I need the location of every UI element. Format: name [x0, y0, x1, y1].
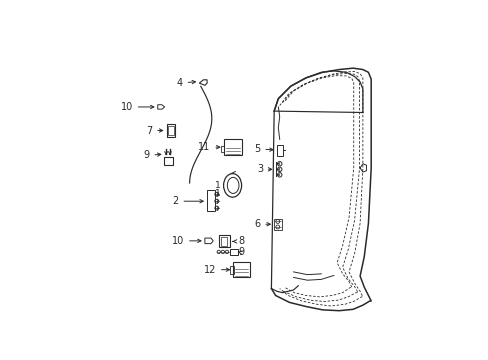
Text: 4: 4	[176, 78, 195, 88]
Text: 9: 9	[238, 247, 244, 257]
Bar	[220, 237, 227, 246]
Text: 3: 3	[256, 164, 271, 174]
Text: 1: 1	[215, 181, 220, 190]
Bar	[219, 235, 229, 247]
Bar	[207, 190, 214, 211]
Text: 10: 10	[121, 102, 154, 112]
Bar	[233, 262, 249, 278]
Bar	[229, 266, 233, 274]
Text: 2: 2	[172, 196, 203, 206]
Text: 6: 6	[254, 219, 270, 229]
Text: 10: 10	[171, 236, 201, 246]
Text: 9: 9	[143, 150, 161, 161]
Bar	[221, 146, 224, 152]
Bar	[229, 249, 237, 255]
Bar	[164, 157, 173, 165]
Text: 7: 7	[145, 126, 163, 135]
Text: 12: 12	[203, 265, 229, 275]
Bar	[276, 145, 283, 156]
Text: 1: 1	[214, 189, 220, 198]
Bar	[166, 125, 175, 136]
Text: 8: 8	[232, 237, 244, 246]
Bar	[274, 219, 282, 230]
Text: 11: 11	[198, 142, 220, 152]
Text: 5: 5	[254, 144, 272, 154]
Bar	[168, 126, 173, 135]
Bar	[224, 139, 241, 155]
